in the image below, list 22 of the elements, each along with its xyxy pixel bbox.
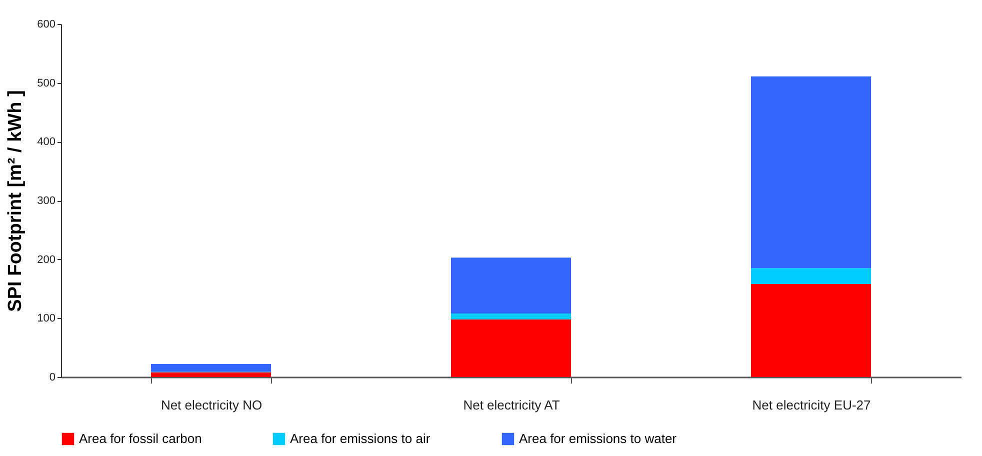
x-tick-label: Net electricity EU-27 xyxy=(752,398,871,412)
y-tick-label: 500 xyxy=(37,77,56,90)
bar xyxy=(451,258,571,314)
bar xyxy=(451,313,571,320)
bar xyxy=(751,284,871,377)
y-axis-title: SPI Footprint [m² / kWh ] xyxy=(5,90,26,312)
y-tick-label: 300 xyxy=(37,195,56,207)
bar xyxy=(751,268,871,284)
bar xyxy=(751,76,871,268)
bar xyxy=(151,372,271,377)
y-tick-label: 0 xyxy=(49,372,56,384)
y-tick-label: 600 xyxy=(37,18,56,30)
legend-label: Area for fossil carbon xyxy=(79,431,202,446)
x-tick-label: Net electricity AT xyxy=(463,398,560,412)
x-tick-label: Net electricity NO xyxy=(160,398,262,412)
bar xyxy=(151,364,271,372)
y-tick-label: 200 xyxy=(37,254,56,266)
y-tick-label: 400 xyxy=(37,136,56,148)
bar xyxy=(451,319,571,377)
legend-label: Area for emissions to air xyxy=(290,431,431,446)
y-tick-label: 100 xyxy=(37,312,56,325)
legend-label: Area for emissions to water xyxy=(519,431,678,446)
